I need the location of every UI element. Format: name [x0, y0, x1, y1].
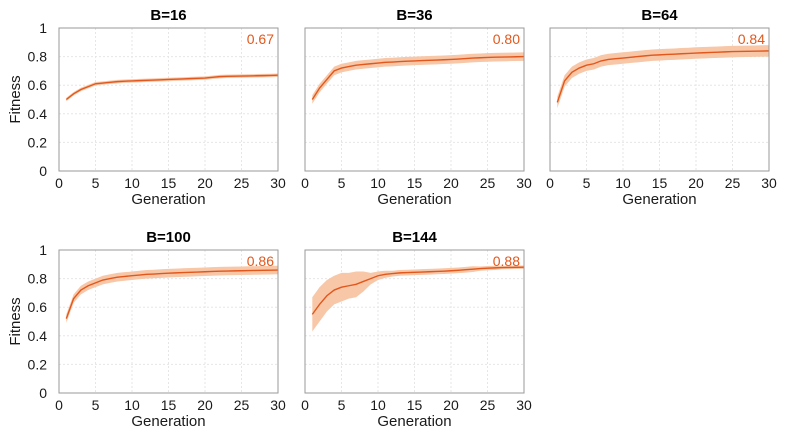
mean-fitness-line [65, 269, 279, 319]
x-tick-label: 20 [197, 397, 213, 413]
x-tick-label: 10 [370, 175, 386, 191]
y-tick-label: 0.8 [28, 271, 48, 287]
x-tick-label: 15 [407, 175, 423, 191]
y-tick-label: 1 [39, 20, 47, 36]
mean-fitness-line [556, 50, 770, 103]
x-tick-label: 10 [370, 397, 386, 413]
x-tick-label: 0 [301, 175, 309, 191]
x-tick-label: 20 [443, 175, 459, 191]
x-tick-label: 25 [480, 175, 496, 191]
axes-frame [58, 249, 279, 394]
x-tick-label: 20 [688, 175, 704, 191]
panel-title: B=16 [150, 7, 186, 24]
y-tick-label: 0.4 [28, 328, 48, 344]
x-tick-label: 25 [234, 397, 250, 413]
confidence-band [66, 73, 278, 102]
x-tick-label: 25 [480, 397, 496, 413]
x-tick-label: 25 [234, 175, 250, 191]
x-axis-label: Generation [622, 191, 696, 208]
x-tick-label: 0 [546, 175, 554, 191]
final-value-label: 0.88 [493, 253, 520, 269]
x-tick-label: 10 [615, 175, 631, 191]
mean-fitness-line [311, 266, 525, 315]
x-tick-label: 5 [92, 175, 100, 191]
x-tick-label: 25 [725, 175, 741, 191]
final-value-label: 0.80 [493, 31, 520, 47]
panel-title: B=36 [396, 7, 432, 24]
x-tick-label: 30 [270, 397, 286, 413]
final-value-label: 0.84 [738, 31, 765, 47]
mean-fitness-line [311, 55, 525, 100]
x-tick-label: 0 [55, 397, 63, 413]
panel-2: B=36 0.80 0 5 10 15 20 25 30 Generation [301, 7, 532, 208]
confidence-band [66, 265, 278, 323]
y-tick-label: 0.2 [28, 134, 48, 150]
confidence-band [557, 45, 769, 109]
x-tick-label: 15 [161, 175, 177, 191]
x-tick-label: 0 [301, 397, 309, 413]
y-axis-label: Fitness [7, 297, 24, 345]
y-tick-label: 0.6 [28, 77, 48, 93]
x-tick-label: 30 [516, 175, 532, 191]
panel-3: B=64 0.84 0 5 10 15 20 25 30 Generation [546, 7, 777, 208]
x-tick-label: 30 [516, 397, 532, 413]
x-tick-label: 30 [270, 175, 286, 191]
x-tick-label: 5 [338, 397, 346, 413]
confidence-band [312, 52, 524, 104]
y-tick-label: 0 [39, 163, 47, 179]
y-tick-label: 0.6 [28, 299, 48, 315]
panel-5: B=144 0.88 0 5 10 15 20 25 30 Generation [301, 229, 532, 430]
axes-frame [58, 27, 279, 172]
y-tick-label: 0.4 [28, 106, 48, 122]
x-tick-label: 0 [55, 175, 63, 191]
final-value-label: 0.86 [247, 253, 274, 269]
x-tick-label: 5 [338, 175, 346, 191]
panel-title: B=64 [641, 7, 678, 24]
x-tick-label: 15 [161, 397, 177, 413]
axes-frame [304, 27, 525, 172]
panel-1: B=16 0.67 0 5 10 15 20 25 30 Generation 0 0.2 0.4 0.6… [7, 7, 286, 208]
confidence-band [312, 265, 524, 332]
x-tick-label: 10 [124, 175, 140, 191]
x-tick-label: 30 [761, 175, 777, 191]
panel-4: B=100 0.86 0 5 10 15 20 25 30 Generation 0 0.2 0.4 0.… [7, 229, 286, 430]
panel-title: B=100 [146, 229, 191, 246]
x-tick-label: 20 [197, 175, 213, 191]
axes-frame [549, 27, 770, 172]
x-tick-label: 15 [407, 397, 423, 413]
y-tick-label: 0.8 [28, 49, 48, 65]
x-axis-label: Generation [377, 191, 451, 208]
axes-frame [304, 249, 525, 394]
mean-fitness-line [65, 74, 279, 101]
x-tick-label: 20 [443, 397, 459, 413]
x-tick-label: 10 [124, 397, 140, 413]
x-axis-label: Generation [131, 191, 205, 208]
final-value-label: 0.67 [247, 31, 274, 47]
x-tick-label: 5 [583, 175, 591, 191]
x-axis-label: Generation [131, 413, 205, 430]
y-tick-label: 0.2 [28, 356, 48, 372]
x-tick-label: 5 [92, 397, 100, 413]
y-tick-label: 1 [39, 242, 47, 258]
x-tick-label: 15 [652, 175, 668, 191]
x-axis-label: Generation [377, 413, 451, 430]
y-tick-label: 0 [39, 385, 47, 401]
y-axis-label: Fitness [7, 75, 24, 123]
panel-title: B=144 [392, 229, 437, 246]
